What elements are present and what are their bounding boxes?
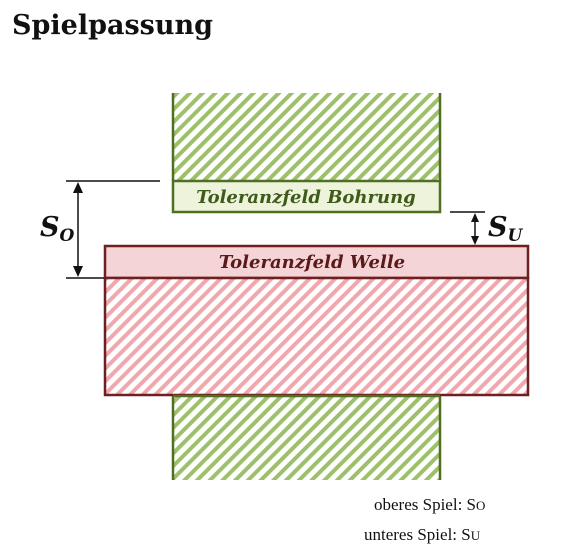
- lower-clearance-symbol: SU: [488, 212, 524, 246]
- legend: oberes Spiel: SO unteres Spiel: SU: [364, 495, 485, 544]
- bore-tolerance-zone: Toleranzfeld Bohrung: [171, 179, 442, 214]
- bore-zone-label: Toleranzfeld Bohrung: [196, 187, 416, 208]
- upper-clearance-dimension: SO: [40, 180, 160, 279]
- page-title: Spielpassung: [12, 10, 213, 41]
- shaft-body: [103, 276, 530, 397]
- shaft-zone-label: Toleranzfeld Welle: [219, 252, 405, 273]
- legend-lower-clearance: unteres Spiel: SU: [364, 525, 481, 544]
- bore-lower-part: [171, 394, 442, 480]
- shaft-tolerance-zone: Toleranzfeld Welle: [103, 244, 530, 280]
- bore-upper-part: [171, 93, 442, 181]
- legend-upper-clearance: oberes Spiel: SO: [374, 495, 485, 514]
- lower-clearance-dimension: SU: [450, 211, 524, 246]
- upper-clearance-symbol: SO: [40, 212, 75, 246]
